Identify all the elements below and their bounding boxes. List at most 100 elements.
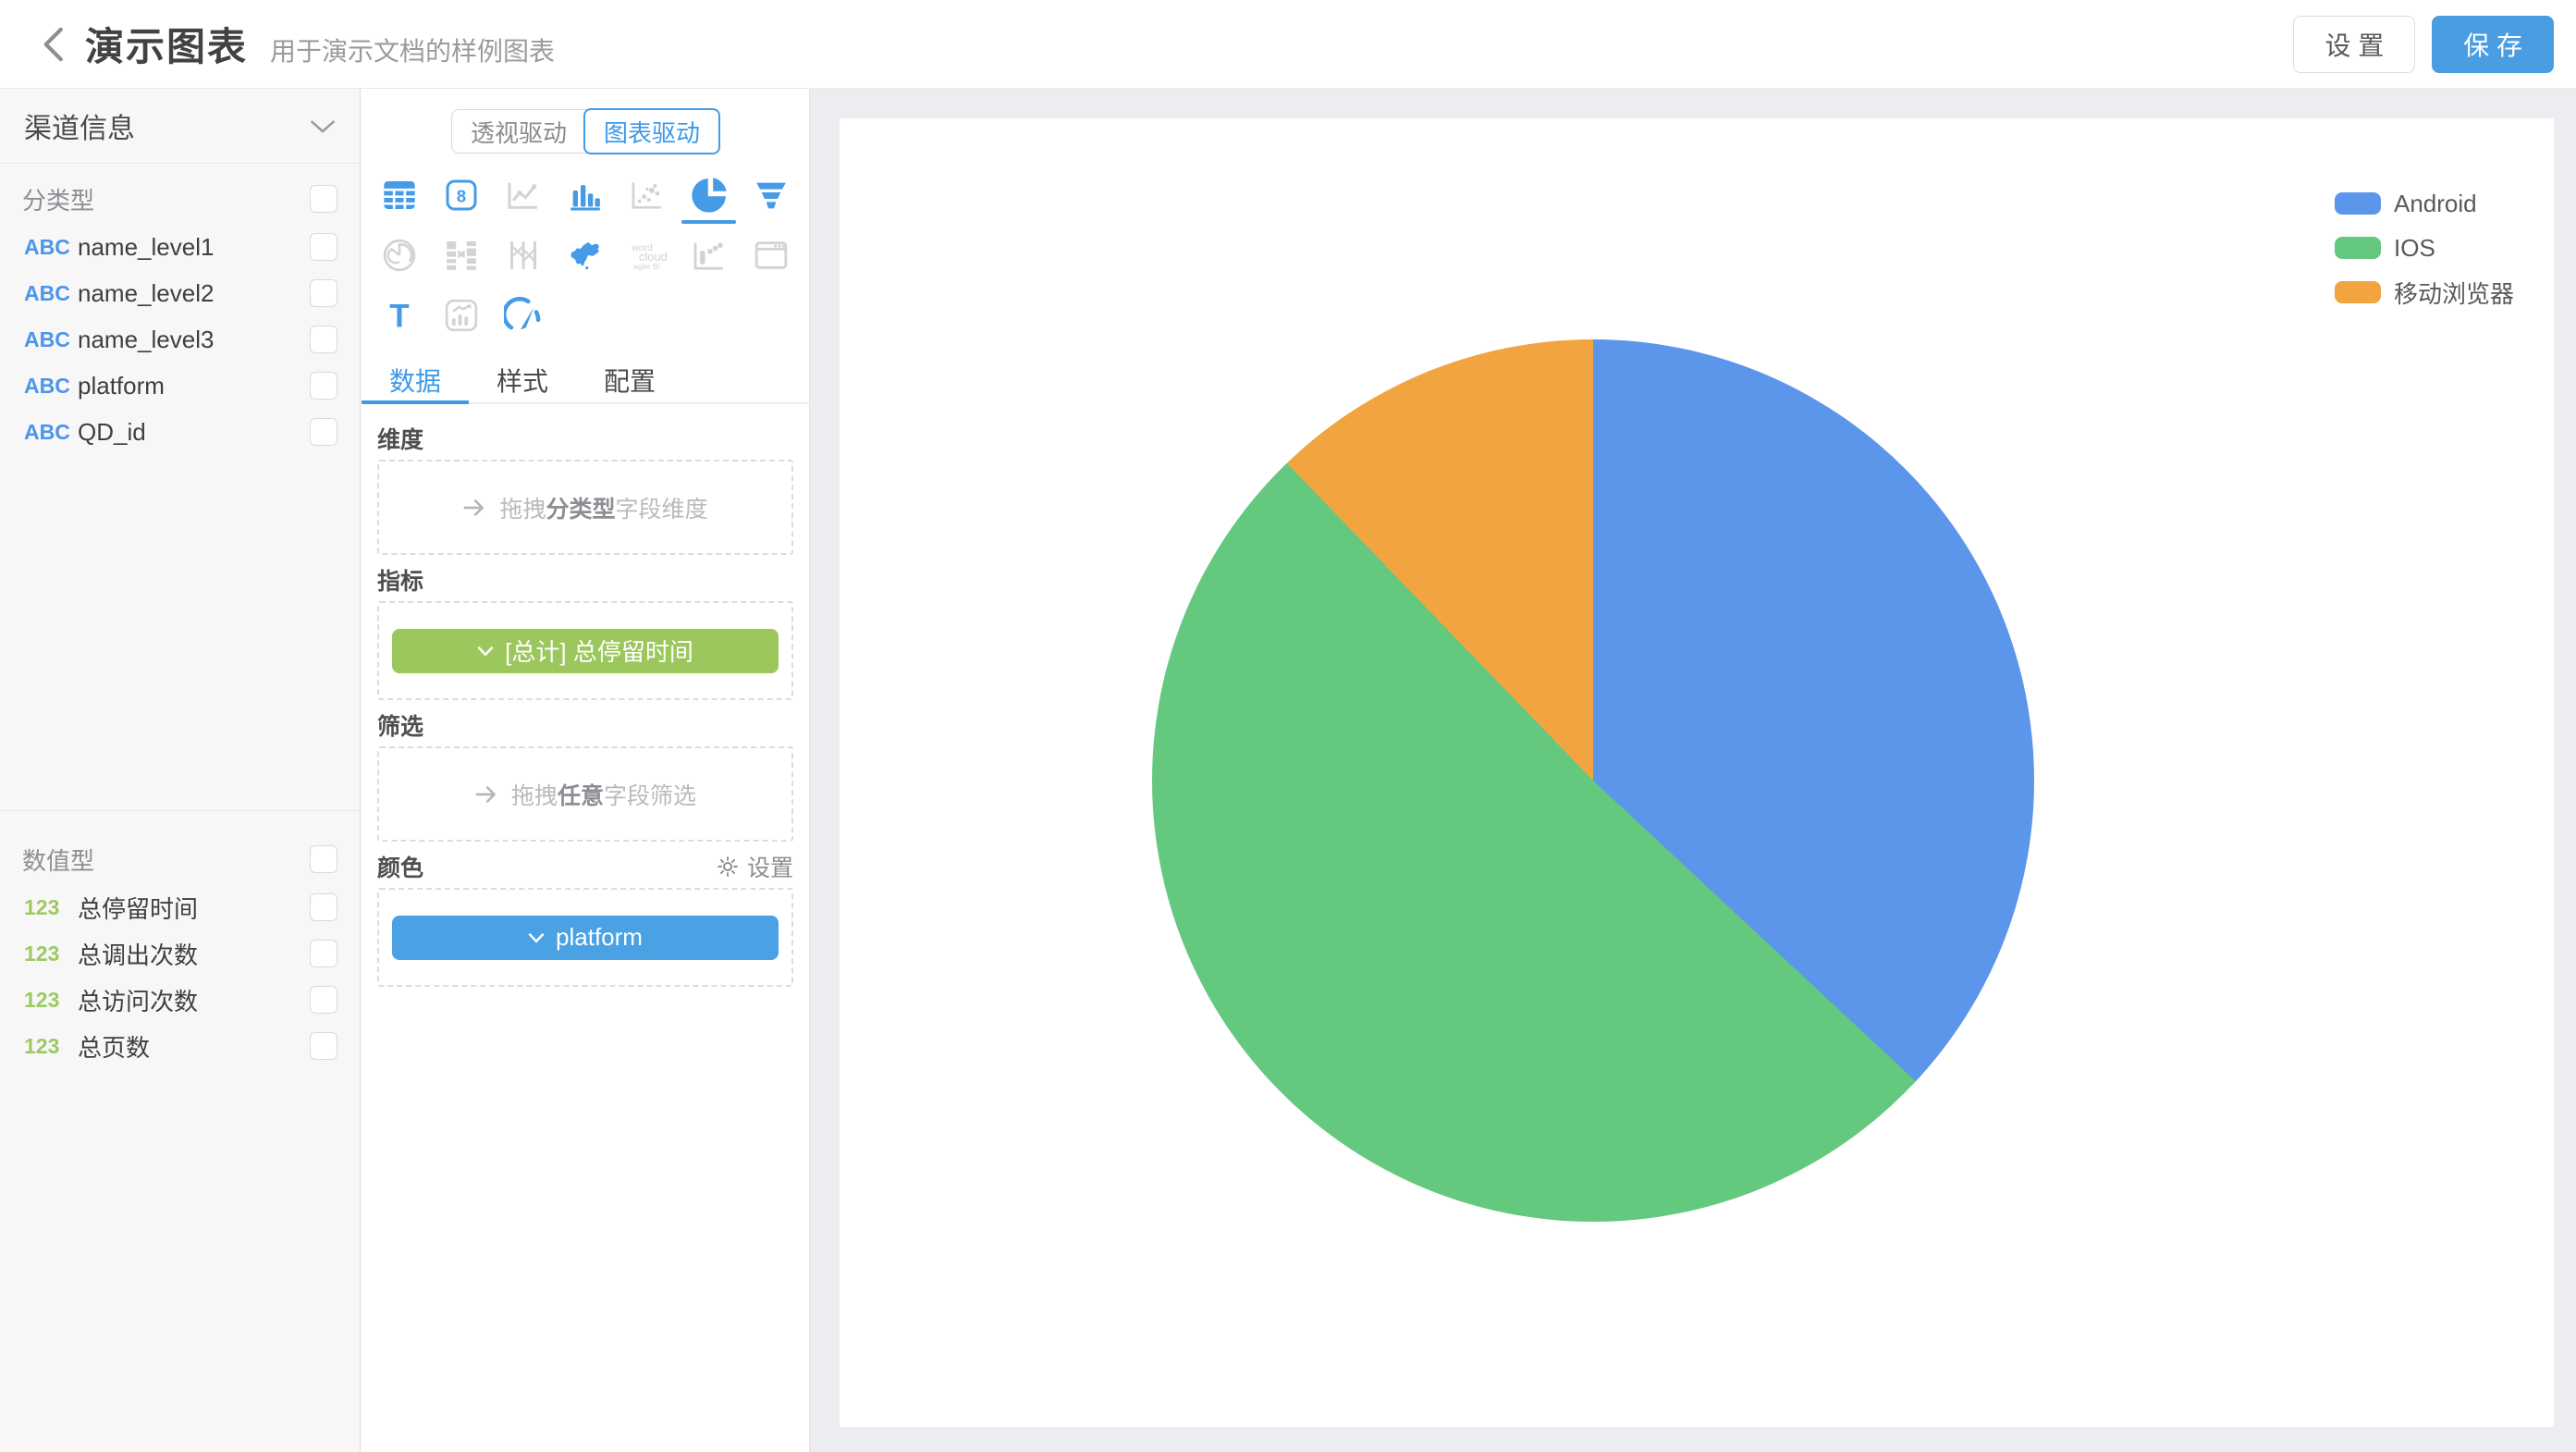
header: 演示图表 用于演示文档的样例图表 设 置 保 存	[0, 0, 2576, 89]
field-row[interactable]: 123 总访问次数	[0, 978, 360, 1022]
field-row[interactable]: ABC name_level2	[0, 271, 360, 315]
categorical-group-label: 分类型	[22, 186, 95, 215]
chart-type-grid: 8	[362, 154, 809, 345]
field-checkbox[interactable]	[310, 418, 337, 446]
chart-type-polar-icon[interactable]	[368, 225, 430, 285]
chart-type-bar-chart-icon[interactable]	[554, 165, 616, 225]
tab-data[interactable]: 数据	[362, 358, 469, 404]
color-dropzone[interactable]: platform	[377, 888, 793, 987]
color-pill[interactable]: platform	[392, 915, 779, 960]
chart-type-progress-icon[interactable]	[678, 225, 740, 285]
pie-chart[interactable]	[1152, 339, 2034, 1222]
field-checkbox[interactable]	[310, 233, 337, 261]
field-name: name_level3	[78, 325, 215, 353]
chart-type-scatter-icon[interactable]	[616, 165, 678, 225]
svg-text:8: 8	[456, 186, 465, 205]
legend-item[interactable]: Android	[2335, 181, 2514, 226]
field-type-tag: ABC	[24, 373, 70, 398]
chevron-left-icon	[36, 24, 69, 65]
field-row[interactable]: ABC QD_id	[0, 410, 360, 454]
legend-swatch	[2335, 281, 2381, 303]
color-label: 颜色	[377, 855, 424, 881]
field-name: name_level1	[78, 232, 215, 261]
field-checkbox[interactable]	[310, 372, 337, 400]
gear-icon	[716, 855, 740, 879]
mode-pivot-driven[interactable]: 透视驱动	[451, 110, 585, 153]
mode-chart-driven[interactable]: 图表驱动	[583, 108, 721, 154]
filter-dropzone[interactable]: 拖拽任意字段筛选	[377, 746, 793, 842]
chart-type-sankey-icon[interactable]	[430, 225, 492, 285]
field-sidebar: 渠道信息 分类型 ABC name_level1 ABC name_level2…	[0, 89, 361, 1452]
tab-style[interactable]: 样式	[496, 367, 548, 396]
filter-dropzone-hint: 拖拽任意字段筛选	[510, 782, 697, 809]
filter-label: 筛选	[377, 714, 424, 740]
field-checkbox[interactable]	[310, 326, 337, 353]
chart-builder-panel: 透视驱动 图表驱动 8	[362, 89, 810, 1452]
field-checkbox[interactable]	[310, 893, 337, 921]
dimension-section: 维度 拖拽分类型字段维度	[377, 425, 793, 555]
legend-item[interactable]: 移动浏览器	[2335, 270, 2514, 314]
field-type-tag: ABC	[24, 280, 70, 305]
field-checkbox[interactable]	[310, 279, 337, 307]
numeric-select-all-checkbox[interactable]	[310, 845, 337, 873]
dataset-selector[interactable]: 渠道信息	[0, 89, 360, 164]
field-type-tag: ABC	[24, 326, 70, 351]
svg-text:T: T	[389, 298, 409, 334]
chart-type-text-icon[interactable]: T	[368, 285, 430, 345]
chart-type-gauge-icon[interactable]	[492, 285, 554, 345]
field-type-tag: ABC	[24, 234, 70, 259]
back-button[interactable]	[20, 12, 85, 77]
chart-type-parallel-icon[interactable]	[492, 225, 554, 285]
metric-dropzone[interactable]: [总计] 总停留时间	[377, 601, 793, 700]
chart-type-funnel-icon[interactable]	[740, 165, 802, 225]
legend-item[interactable]: IOS	[2335, 226, 2514, 270]
field-row[interactable]: 123 总调出次数	[0, 931, 360, 976]
field-row[interactable]: 123 总页数	[0, 1024, 360, 1068]
save-button[interactable]: 保 存	[2432, 15, 2554, 73]
color-section: 颜色 设置 platform	[377, 853, 793, 987]
field-checkbox[interactable]	[310, 940, 337, 967]
color-settings-label: 设置	[746, 855, 793, 881]
field-name: 总页数	[78, 1033, 151, 1062]
metric-pill-label: [总计] 总停留时间	[505, 638, 693, 666]
dimension-label: 维度	[377, 427, 424, 453]
legend-label: IOS	[2394, 233, 2435, 262]
chart-type-iframe-icon[interactable]	[740, 225, 802, 285]
field-checkbox[interactable]	[310, 1032, 337, 1060]
metric-section: 指标 [总计] 总停留时间	[377, 566, 793, 700]
page-subtitle: 用于演示文档的样例图表	[270, 37, 556, 66]
legend-swatch	[2335, 237, 2381, 259]
legend-swatch	[2335, 192, 2381, 215]
chart-type-table-icon[interactable]	[368, 165, 430, 225]
dimension-dropzone-hint: 拖拽分类型字段维度	[499, 496, 708, 523]
chart-type-kpi-card-icon[interactable]: 8	[430, 165, 492, 225]
chart-type-pie-chart-icon[interactable]	[678, 165, 740, 225]
categorical-select-all-checkbox[interactable]	[310, 185, 337, 213]
dimension-dropzone[interactable]: 拖拽分类型字段维度	[377, 460, 793, 555]
field-name: 总访问次数	[78, 987, 199, 1015]
color-pill-label: platform	[556, 923, 643, 951]
numeric-group-label: 数值型	[22, 846, 95, 875]
field-row[interactable]: ABC name_level1	[0, 225, 360, 269]
page-title: 演示图表	[85, 25, 249, 68]
chart-type-word-cloud-icon[interactable]: word cloud agile Bi	[616, 225, 678, 285]
chart-type-combo-chart-icon[interactable]	[430, 285, 492, 345]
chevron-down-icon	[528, 932, 545, 943]
field-type-tag: ABC	[24, 419, 70, 444]
field-name: 总调出次数	[78, 941, 199, 969]
color-settings-button[interactable]: 设置	[716, 850, 793, 883]
field-row[interactable]: ABC name_level3	[0, 317, 360, 362]
metric-label: 指标	[377, 569, 424, 595]
metric-pill[interactable]: [总计] 总停留时间	[392, 628, 779, 673]
field-type-tag: 123	[24, 941, 60, 966]
svg-text:word: word	[631, 243, 653, 253]
field-row[interactable]: ABC platform	[0, 363, 360, 408]
chart-type-china-map-icon[interactable]	[554, 225, 616, 285]
tab-config[interactable]: 配置	[603, 367, 656, 396]
arrow-right-icon	[462, 497, 486, 519]
field-checkbox[interactable]	[310, 986, 337, 1014]
field-row[interactable]: 123 总停留时间	[0, 885, 360, 929]
chart-type-line-chart-icon[interactable]	[492, 165, 554, 225]
settings-button[interactable]: 设 置	[2293, 15, 2416, 73]
